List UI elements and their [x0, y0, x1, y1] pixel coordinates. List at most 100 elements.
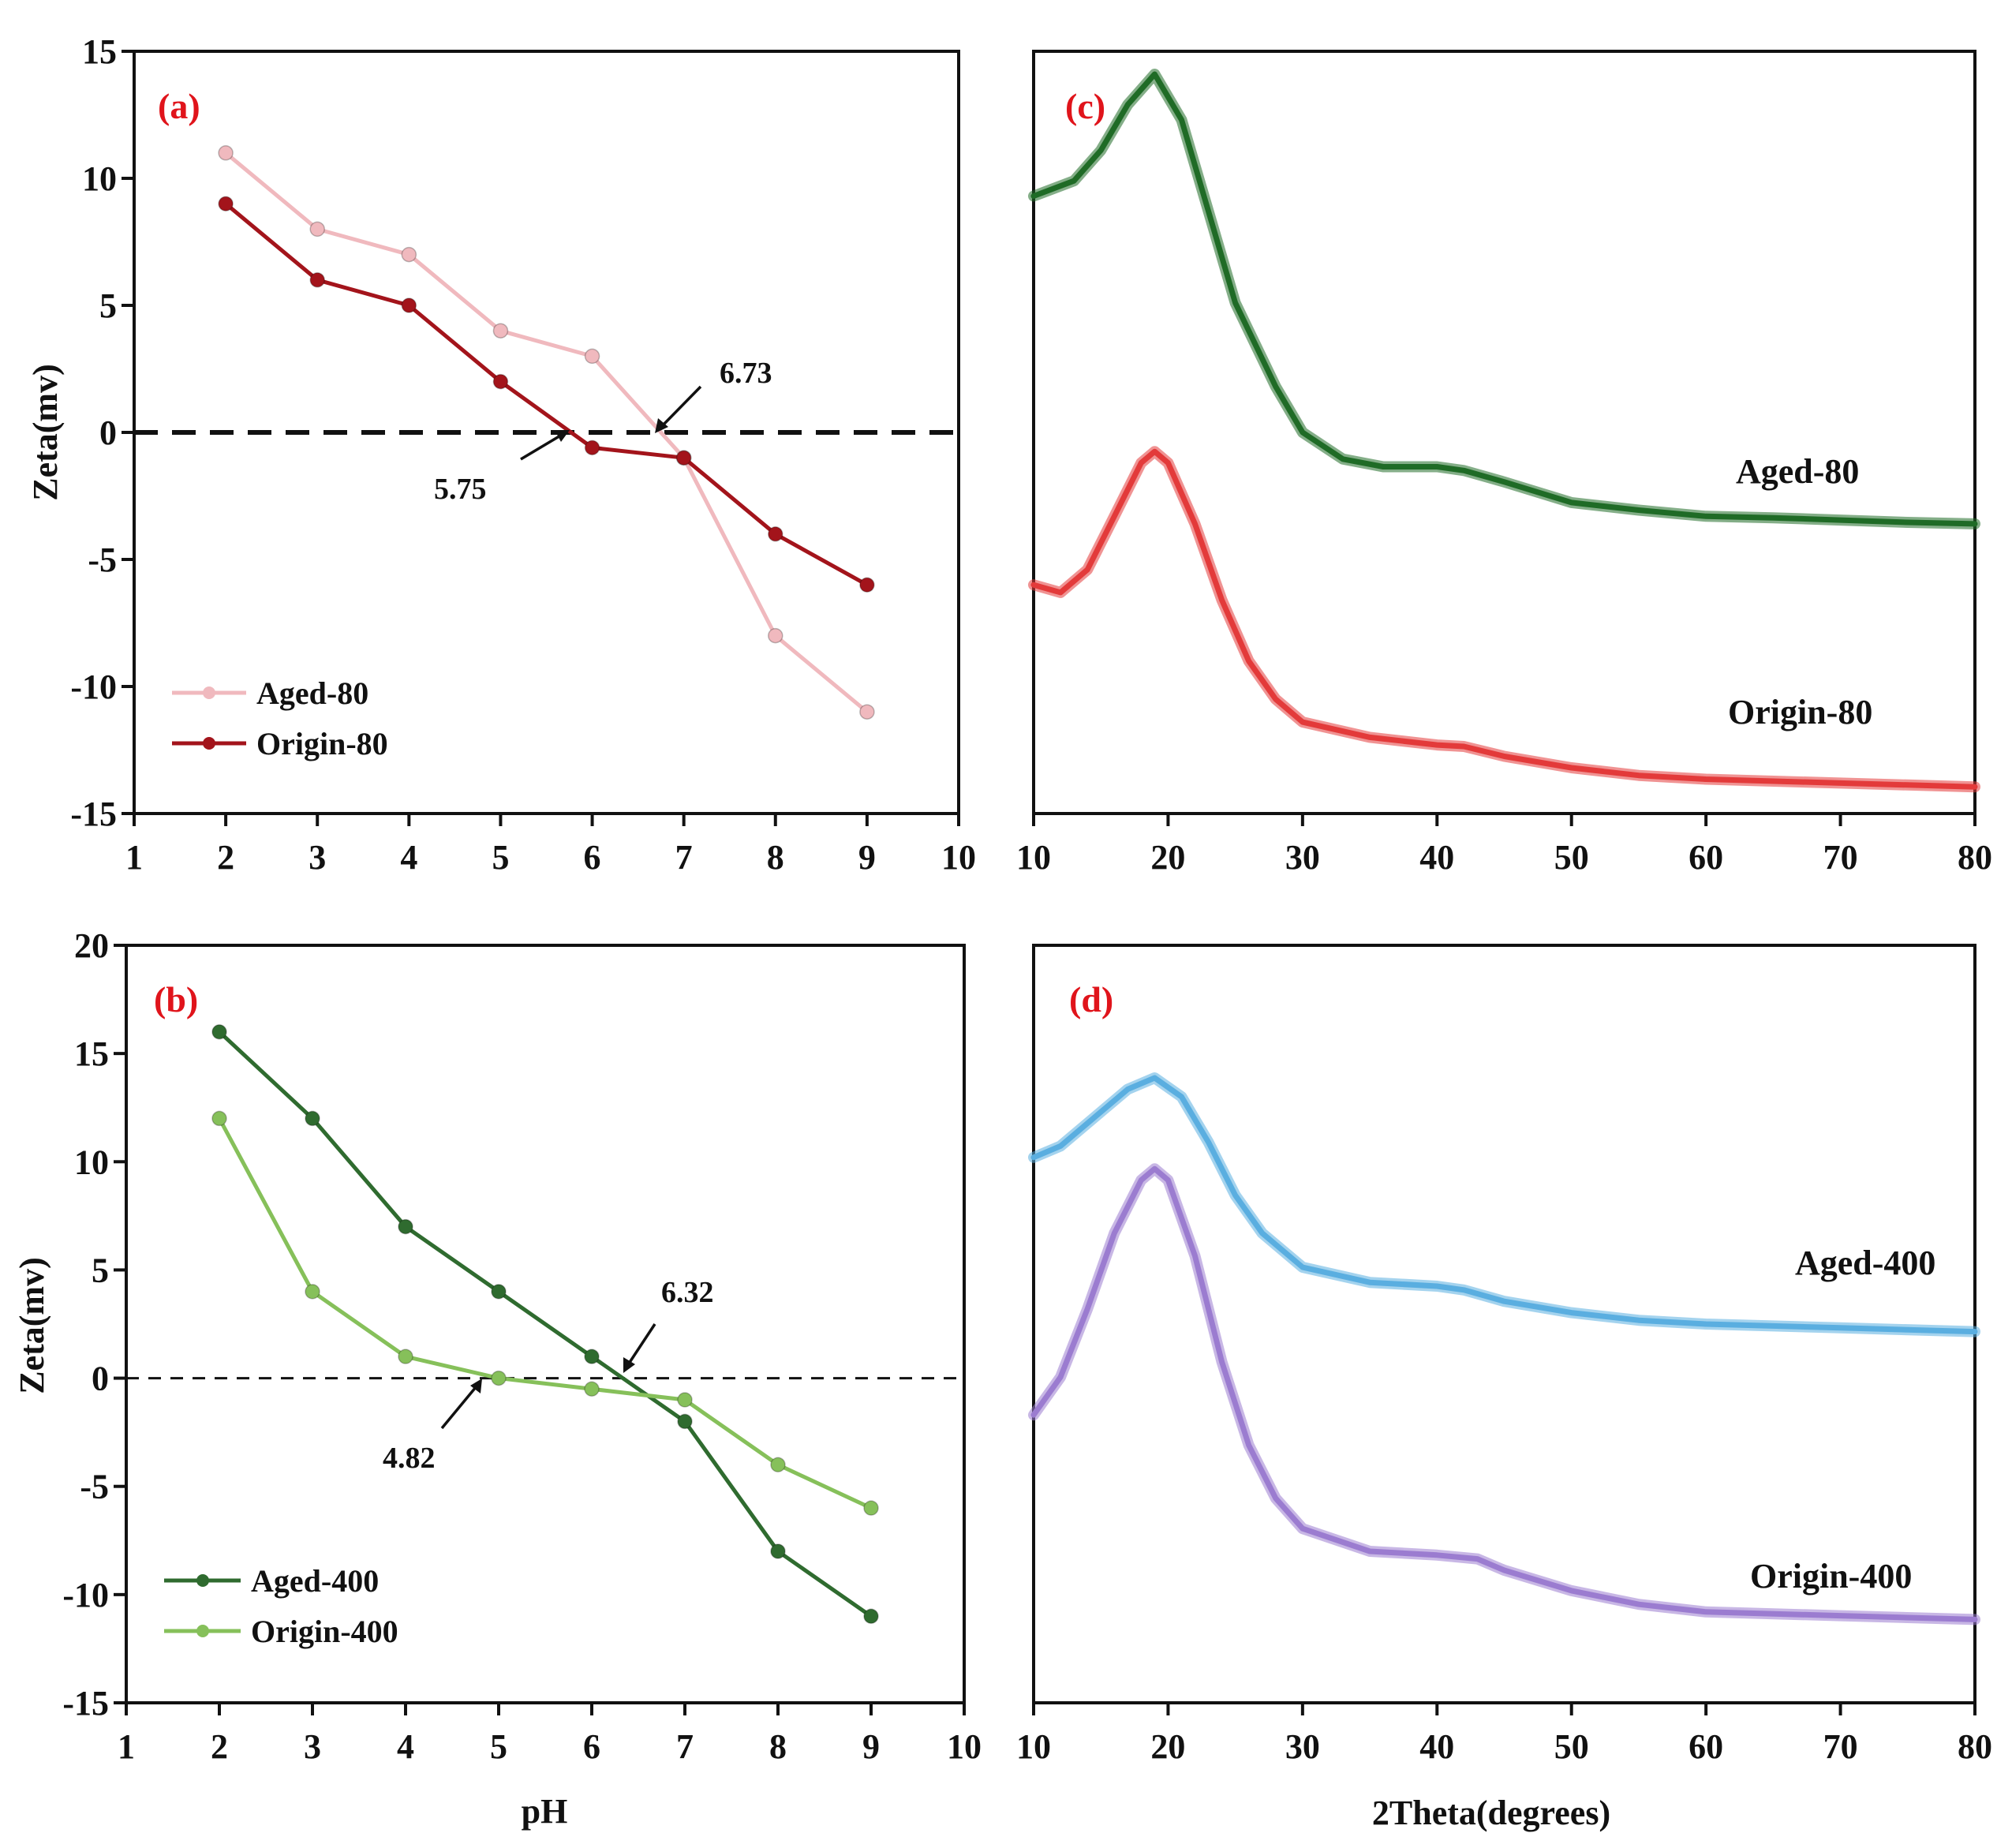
panel-d-ticks: 10 20 30 40 50 60 70 80 [1016, 1703, 1992, 1766]
curve-label-aged-80: Aged-80 [1736, 452, 1859, 491]
arrow-5-75-line [520, 433, 563, 461]
x-tick-label: 5 [492, 838, 509, 877]
data-point-origin-80 [675, 450, 692, 466]
legend-marker-aged-80 [203, 686, 215, 699]
x-tick-label: 30 [1285, 1727, 1320, 1766]
panel-c-ticks: 10 20 30 40 50 60 70 80 [1016, 814, 1992, 877]
y-tick-label: 0 [99, 413, 117, 452]
data-point-origin-400 [677, 1392, 693, 1408]
data-point-aged-400 [211, 1023, 227, 1040]
arrow-5-75-head [555, 430, 570, 442]
panel-a-ylabel: Zeta(mv) [26, 364, 65, 501]
y-tick-label: 5 [92, 1251, 109, 1289]
x-tick-label: 10 [1016, 1727, 1051, 1766]
x-tick-label: 1 [118, 1727, 135, 1766]
panel-d-frame [1032, 944, 1976, 1704]
legend-label-aged-80: Aged-80 [256, 675, 368, 711]
curve-label-origin-400: Origin-400 [1750, 1557, 1912, 1595]
y-tick-label: -5 [80, 1468, 109, 1506]
x-tick-label: 6 [584, 838, 601, 877]
panel-b-legend: Aged-400 Origin-400 [164, 1563, 398, 1649]
curve-label-aged-400: Aged-400 [1795, 1244, 1935, 1282]
panel-d-label: (d) [1069, 979, 1113, 1019]
x-tick-label: 50 [1554, 838, 1589, 877]
x-tick-label: 1 [125, 838, 143, 877]
data-point-aged-80 [401, 246, 417, 263]
data-point-origin-80 [218, 196, 234, 211]
y-tick-label: -5 [88, 541, 117, 579]
x-tick-label: 70 [1823, 838, 1858, 877]
data-point-origin-80 [401, 297, 417, 313]
data-point-origin-400 [491, 1370, 507, 1386]
legend-label-origin-400: Origin-400 [251, 1614, 398, 1649]
data-point-origin-400 [770, 1457, 786, 1473]
annotation-4-82: 4.82 [383, 1442, 436, 1475]
panel-a-label: (a) [158, 86, 200, 126]
panel-a-zeta-80: (a) Zeta(mv) 1 2 3 4 5 6 7 8 9 10 15 10 5 0 -5 -10 -15 6… [26, 32, 976, 877]
x-tick-label: 2 [217, 838, 234, 877]
x-tick-label: 50 [1554, 1727, 1589, 1766]
arrow-4-82-head [470, 1379, 482, 1393]
data-point-aged-80 [492, 323, 509, 339]
panel-a-ticks: 1 2 3 4 5 6 7 8 9 10 15 10 5 0 -5 -10 -15 [70, 32, 976, 877]
y-tick-label: 10 [82, 159, 117, 198]
y-tick-label: 5 [99, 286, 117, 325]
x-tick-label: 30 [1285, 838, 1320, 877]
legend-label-aged-400: Aged-400 [251, 1563, 379, 1599]
x-tick-label: 10 [947, 1727, 982, 1766]
y-tick-label: -15 [62, 1684, 109, 1723]
arrow-6-32-line [627, 1323, 656, 1364]
series-noise-band-origin-400 [1028, 1163, 1980, 1625]
panel-b-label: (b) [154, 979, 198, 1019]
series-line-origin-80 [224, 202, 869, 587]
panel-d-series [1028, 1072, 1980, 1625]
data-point-origin-400 [398, 1349, 413, 1364]
data-point-origin-80 [492, 373, 509, 390]
x-tick-label: 8 [767, 838, 784, 877]
panel-d-xlabel: 2Theta(degrees) [1372, 1794, 1610, 1832]
arrow-4-82-line [440, 1386, 477, 1430]
arrow-6-32-head [623, 1357, 635, 1373]
panel-b-zeta-400: (b) Zeta(mv) pH 1 2 3 4 5 6 7 8 9 10 20 15 10 5 0 -5 -10… [13, 926, 982, 1831]
x-tick-label: 40 [1419, 838, 1454, 877]
legend-label-origin-80: Origin-80 [256, 726, 388, 761]
x-tick-label: 10 [941, 838, 976, 877]
data-point-aged-80 [768, 627, 783, 644]
data-point-origin-80 [768, 526, 783, 542]
x-tick-label: 5 [490, 1727, 507, 1766]
panel-c-xrd-80: (c) 10 20 30 40 50 60 70 80 Aged-80 Origin-80 [1016, 50, 1992, 877]
panel-b-ticks: 1 2 3 4 5 6 7 8 9 10 20 15 10 5 0 -5 -10 -15 [62, 926, 982, 1766]
y-tick-label: -15 [70, 795, 117, 833]
x-tick-label: 4 [397, 1727, 414, 1766]
x-tick-label: 20 [1150, 838, 1185, 877]
data-point-origin-80 [584, 440, 600, 456]
x-tick-label: 40 [1419, 1727, 1454, 1766]
data-point-origin-400 [305, 1284, 320, 1300]
data-point-origin-80 [309, 272, 325, 288]
panel-b-annotations: 6.32 4.82 [383, 1276, 714, 1475]
x-tick-label: 60 [1689, 1727, 1723, 1766]
data-point-origin-80 [859, 577, 875, 593]
series-line-aged-400 [218, 1030, 873, 1618]
series-curve-origin-80 [1030, 448, 1978, 790]
series-curve-origin-400 [1030, 1165, 1978, 1622]
panel-a-series [218, 145, 875, 720]
panel-c-series [1028, 69, 1980, 793]
data-point-origin-400 [863, 1500, 879, 1516]
panel-c-label: (c) [1065, 86, 1105, 126]
series-noise-band-origin-80 [1028, 446, 1980, 793]
data-point-aged-80 [218, 145, 234, 161]
x-tick-label: 3 [304, 1727, 321, 1766]
x-tick-label: 8 [769, 1727, 787, 1766]
arrow-6-73-head [655, 418, 668, 433]
x-tick-label: 7 [675, 838, 693, 877]
legend-marker-aged-400 [196, 1574, 209, 1587]
series-curve-aged-400 [1030, 1075, 1978, 1335]
y-tick-label: -10 [62, 1576, 109, 1614]
data-point-aged-400 [770, 1543, 786, 1559]
data-point-origin-400 [211, 1110, 227, 1127]
data-point-aged-80 [584, 348, 600, 365]
x-tick-label: 3 [309, 838, 326, 877]
x-tick-label: 80 [1958, 1727, 1992, 1766]
panel-b-series [211, 1023, 879, 1625]
